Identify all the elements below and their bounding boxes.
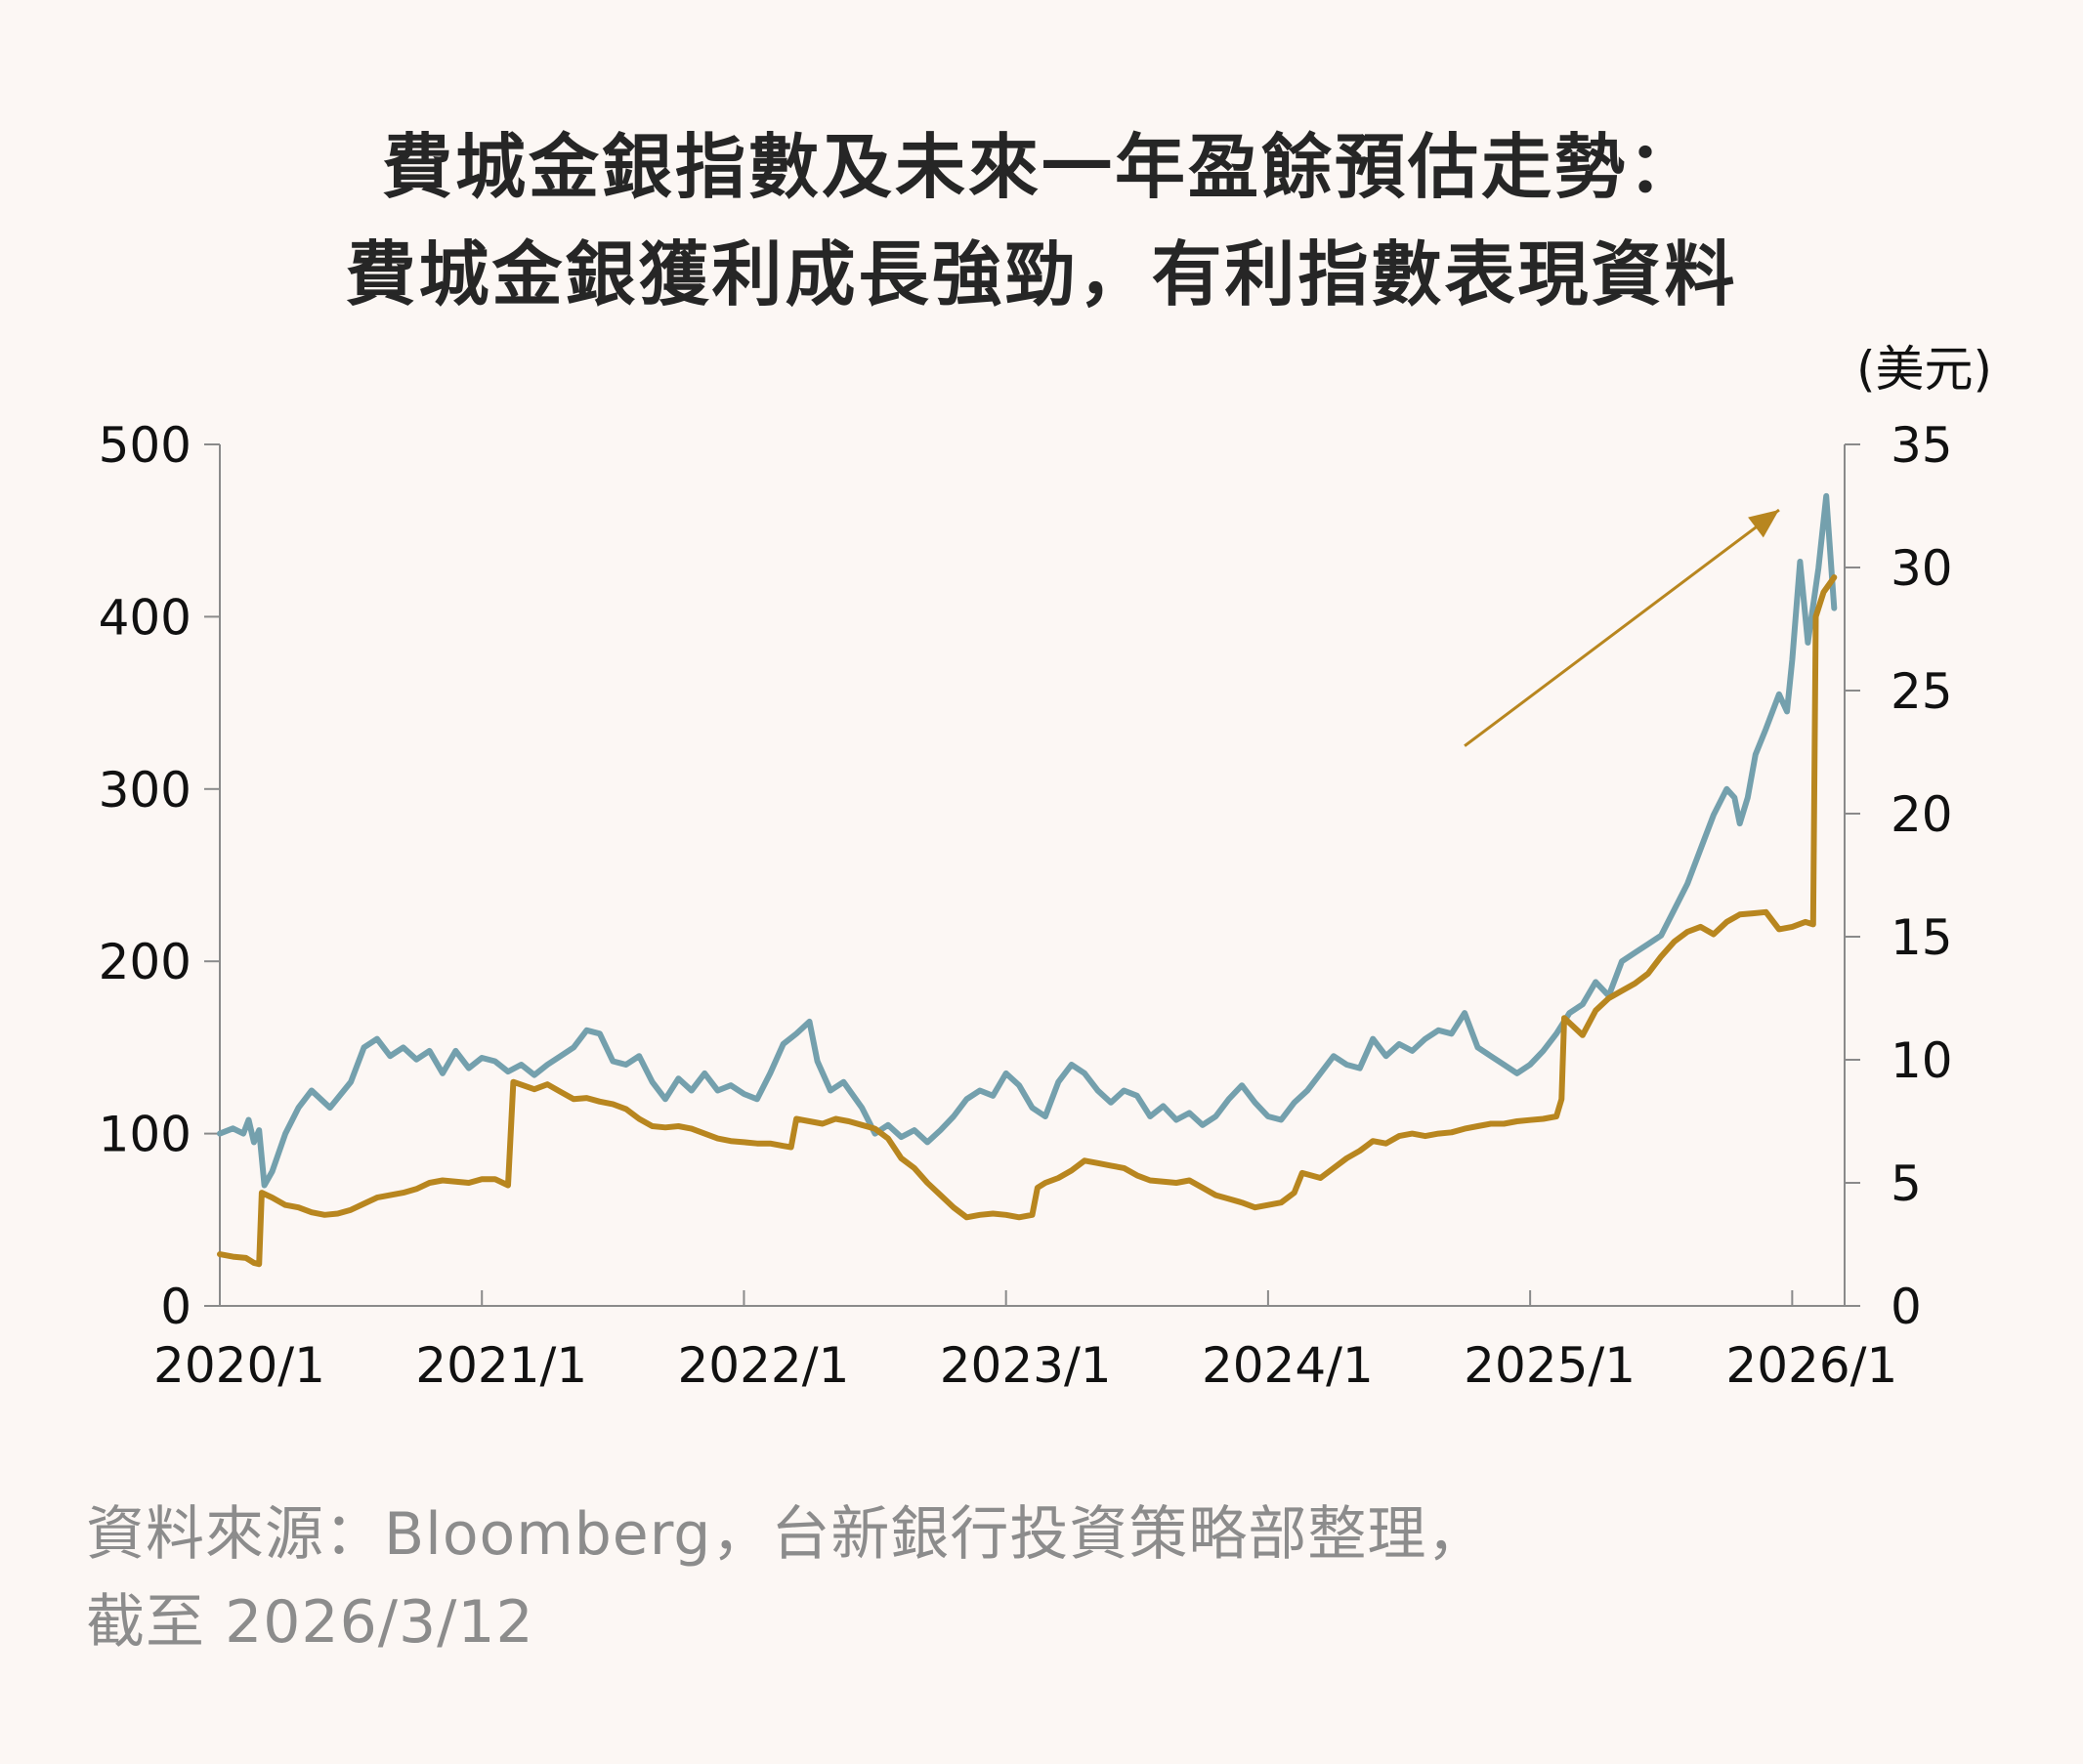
x-tick-label: 2024/1 — [1202, 1337, 1374, 1394]
x-tick-label: 2025/1 — [1464, 1337, 1636, 1394]
as-of-date: 截至 2026/3/12 — [86, 1588, 534, 1657]
chart-title-line-2: 費城金銀獲利成長強勁，有利指數表現資料 — [345, 233, 1738, 315]
x-tick-label: 2026/1 — [1725, 1337, 1897, 1394]
trend-arrow-line — [1464, 508, 1780, 747]
trend-arrow-head — [1748, 510, 1779, 538]
y-right-tick-label: 5 — [1891, 1155, 1922, 1212]
forward-eps-line — [217, 574, 1838, 1268]
y-left-tick-label: 100 — [99, 1107, 191, 1163]
y-right-tick-label: 30 — [1891, 540, 1953, 597]
y-right-unit-label: (美元) — [1856, 341, 1992, 398]
y-right-tick-label: 10 — [1891, 1032, 1953, 1089]
chart-title-line-1: 費城金銀指數及未來一年盈餘預估走勢： — [381, 126, 1701, 208]
y-right-tick-label: 15 — [1891, 909, 1953, 966]
y-left-tick-label: 0 — [160, 1279, 191, 1335]
y-right-tick-label: 35 — [1891, 417, 1953, 474]
y-right-tick-label: 25 — [1891, 663, 1953, 720]
x-tick-label: 2021/1 — [415, 1337, 587, 1394]
y-right-tick-label: 0 — [1891, 1279, 1922, 1335]
source-note: 資料來源：Bloomberg，台新銀行投資策略部整理， — [86, 1500, 1487, 1569]
gold-silver-index-line — [217, 492, 1838, 1189]
axes: 0 100 200 300 400 500 0 5 10 15 20 25 30 35 (美元) 2020/1… — [99, 341, 1992, 1394]
y-right-tick-label: 20 — [1891, 786, 1953, 843]
y-left-tick-label: 500 — [99, 417, 191, 474]
y-left-tick-label: 200 — [99, 934, 191, 990]
x-tick-label: 2022/1 — [677, 1337, 849, 1394]
series-layer — [217, 492, 1838, 1268]
annotation-layer — [1464, 508, 1780, 747]
x-tick-label: 2020/1 — [153, 1337, 325, 1394]
y-left-tick-label: 300 — [99, 762, 191, 819]
x-tick-label: 2023/1 — [940, 1337, 1112, 1394]
y-left-tick-label: 400 — [99, 589, 191, 646]
